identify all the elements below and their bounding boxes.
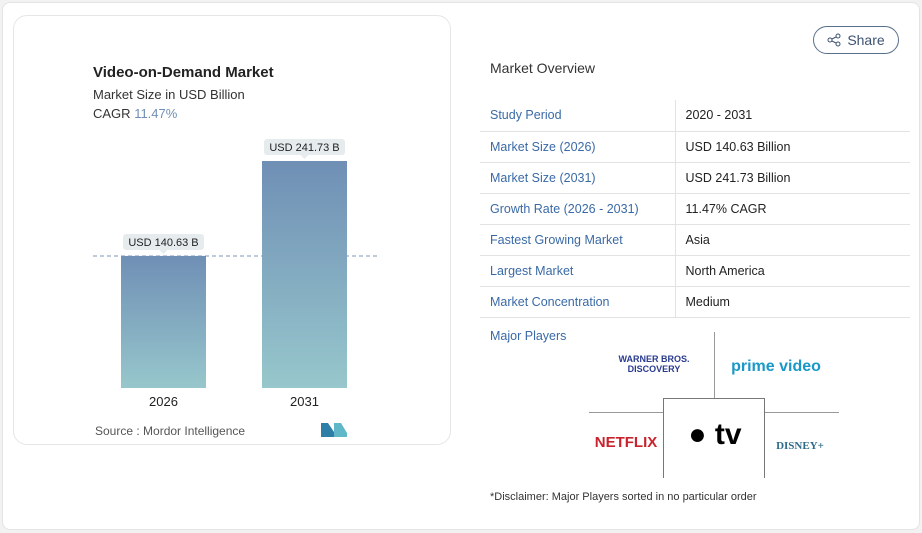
row-label: Fastest Growing Market [480, 224, 675, 256]
source: Source : Mordor Intelligence [95, 424, 246, 438]
row-label: Market Size (2026) [480, 131, 675, 163]
bar-chart: USD 140.63 B 2026 USD 241.73 B 2031 [93, 139, 378, 409]
row-label: Market Size (2031) [480, 162, 675, 194]
data-label-pointer [300, 155, 309, 159]
bar-2031 [262, 161, 347, 388]
overview-row: Market Size (2026) USD 140.63 Billion [480, 131, 910, 163]
overview-row: Growth Rate (2026 - 2031) 11.47% CAGR [480, 193, 910, 225]
overview-row: Fastest Growing Market Asia [480, 224, 910, 256]
share-label: Share [847, 32, 885, 48]
row-value: North America [674, 255, 910, 287]
logo-apple-tv: ● tv [688, 418, 742, 451]
row-value: USD 140.63 Billion [674, 131, 910, 163]
row-value: 2020 - 2031 [674, 100, 910, 132]
apple-icon: ● [688, 418, 707, 451]
chart-title: Video-on-Demand Market [93, 64, 274, 81]
data-label-bg [264, 139, 345, 155]
x-tick-label: 2031 [290, 394, 319, 409]
row-value: Medium [674, 286, 910, 318]
overview-row: Market Concentration Medium [480, 286, 910, 318]
logo-warner-bros-discovery: WARNER BROS. DISCOVERY [618, 354, 690, 374]
disclaimer: *Disclaimer: Major Players sorted in no … [490, 491, 757, 503]
row-value: USD 241.73 Billion [674, 162, 910, 194]
share-icon [827, 33, 841, 47]
data-label: USD 241.73 B [269, 142, 339, 154]
row-label: Study Period [480, 100, 675, 132]
row-value: 11.47% CAGR [674, 193, 910, 225]
bar-2026 [121, 255, 206, 388]
chart-card [13, 15, 451, 445]
cagr-label: CAGR [93, 106, 131, 121]
overview-title: Market Overview [490, 60, 596, 76]
mordor-logo-icon [321, 423, 347, 437]
data-label-pointer [159, 249, 168, 254]
chart-subtitle: Market Size in USD Billion [93, 87, 245, 102]
row-label: Largest Market [480, 255, 675, 287]
logo-prime-video: prime video [731, 358, 821, 375]
cagr-value: 11.47% [134, 106, 178, 121]
major-players-logos: WARNER BROS. DISCOVERY prime video NETFL… [589, 332, 839, 478]
x-tick-label: 2026 [149, 394, 178, 409]
row-label: Market Concentration [480, 286, 675, 318]
cagr: CAGR 11.47% [93, 106, 177, 121]
overview-row: Largest Market North America [480, 255, 910, 287]
overview-table: Study Period 2020 - 2031 Market Size (2026… [480, 100, 910, 318]
overview-row: Study Period 2020 - 2031 [480, 100, 910, 132]
major-players-title: Major Players [490, 329, 567, 343]
overview-row: Market Size (2031) USD 241.73 Billion [480, 162, 910, 194]
data-label: USD 140.63 B [128, 237, 198, 249]
share-button[interactable]: Share [813, 26, 899, 54]
row-value: Asia [674, 224, 910, 256]
row-label: Growth Rate (2026 - 2031) [480, 193, 675, 225]
logo-disney-plus: DISNEY+ [776, 440, 824, 452]
logo-netflix: NETFLIX [594, 434, 658, 451]
data-label-bg [123, 233, 204, 250]
